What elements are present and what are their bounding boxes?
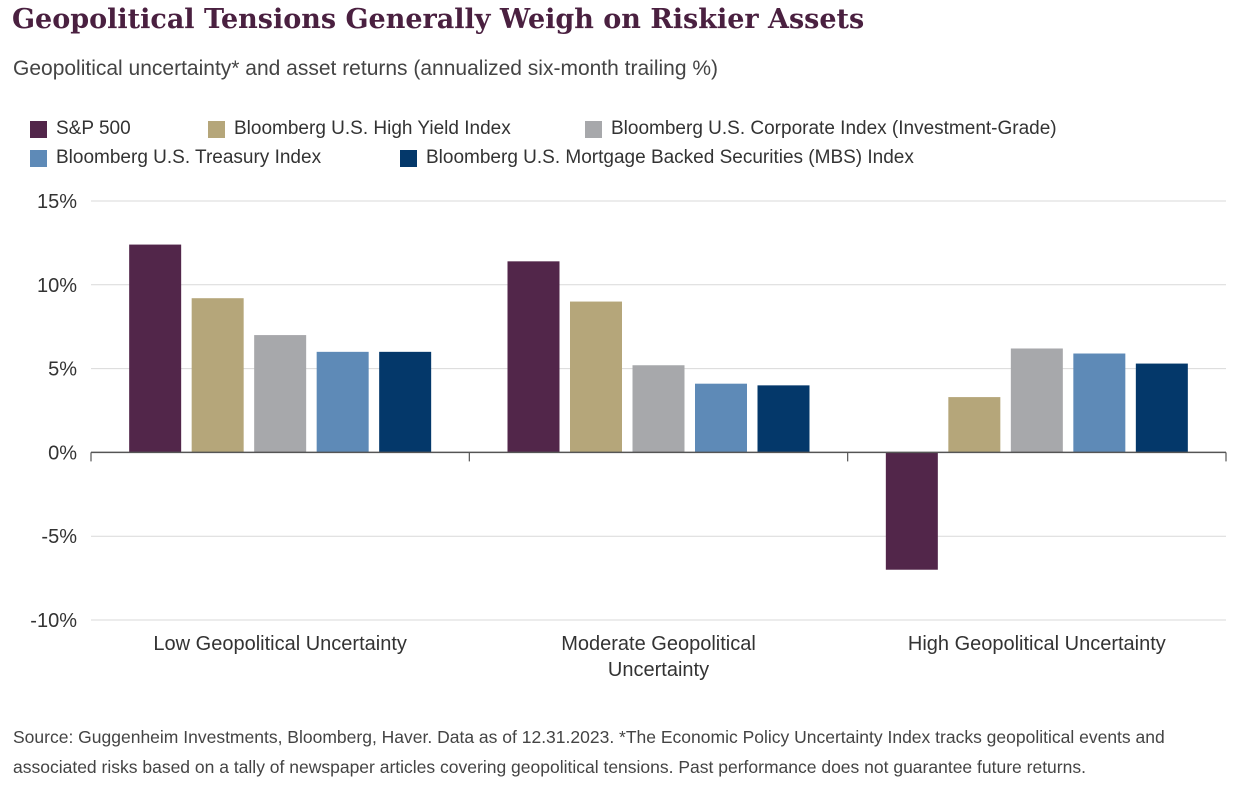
legend-label: Bloomberg U.S. Corporate Index (Investme… [611,118,1057,139]
legend-swatch [30,149,47,167]
bar [1073,353,1126,453]
bar [695,383,747,453]
y-tick-label: 5% [48,359,77,381]
legend-label: Bloomberg U.S. Mortgage Backed Securitie… [426,147,914,168]
legend-swatch [30,120,47,138]
legend-swatch [400,149,417,167]
legend-item-treasury: Bloomberg U.S. Treasury Index [30,147,321,169]
source-note: Source: Guggenheim Investments, Bloomber… [13,727,1165,777]
bar [379,351,432,453]
bar [254,335,307,453]
legend-item-high-yield: Bloomberg U.S. High Yield Index [208,118,511,140]
y-tick-label: 15% [37,191,77,213]
x-category-label: Uncertainty [608,659,709,681]
bar [570,301,622,453]
x-category-label: Low Geopolitical Uncertainty [153,633,406,655]
bar [632,365,685,453]
bar-chart: 15% 10% 5% 0% -5% -10% Low Geopolitical Uncert… [30,191,1227,681]
legend-item-sp500: S&P 500 [30,118,131,140]
bar [507,261,560,453]
bar [191,298,244,453]
x-category-label: High Geopolitical Uncertainty [908,633,1166,655]
legend-swatch [208,120,225,138]
bar [1010,348,1063,453]
legend-item-corporate: Bloomberg U.S. Corporate Index (Investme… [585,118,1057,140]
legend-label: Bloomberg U.S. High Yield Index [234,118,511,139]
legend-item-mbs: Bloomberg U.S. Mortgage Backed Securitie… [400,147,914,169]
bar [948,397,1001,453]
legend: S&P 500 Bloomberg U.S. High Yield Index … [30,118,1230,174]
x-category-label: Moderate Geopolitical [561,633,756,655]
legend-swatch [585,120,602,138]
chart-title: Geopolitical Tensions Generally Weigh on… [12,4,865,35]
bar [885,452,938,570]
legend-label: Bloomberg U.S. Treasury Index [56,147,322,168]
y-tick-label: 0% [48,442,77,464]
y-tick-label: 10% [37,275,77,297]
bar [757,385,810,453]
y-tick-label: -10% [30,610,77,632]
legend-label: S&P 500 [56,118,131,139]
bar [1135,363,1188,453]
bar [316,351,369,453]
bar [129,244,182,453]
y-tick-label: -5% [41,526,77,548]
chart-subtitle: Geopolitical uncertainty* and asset retu… [13,57,719,80]
